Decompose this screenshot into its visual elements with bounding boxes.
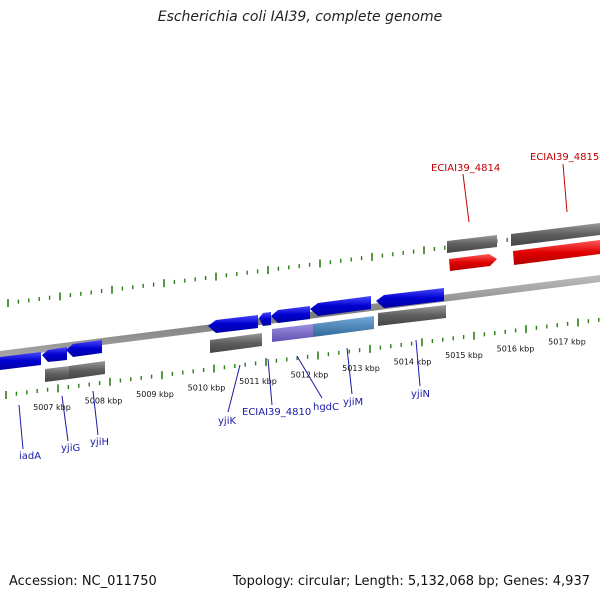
leader-ecia39-4814 <box>462 173 470 223</box>
tick-label-5010: 5010 kbp <box>188 383 226 392</box>
leader-yjiK <box>227 364 241 413</box>
leader-yjiN <box>415 339 421 387</box>
gene-arrow-iadA <box>0 352 41 370</box>
tick-label-5012: 5012 kbp <box>291 370 329 379</box>
lower-tick-row <box>5 317 600 399</box>
tick-label-5007: 5007 kbp <box>33 403 71 412</box>
tick-label-row: 5007 kbp 5008 kbp 5009 kbp 5010 kbp 5011 kbp… <box>33 338 586 412</box>
gene-label-ecia39-4810: ECIAI39_4810 <box>242 407 311 418</box>
gene-label-yjiM: yjiM <box>343 397 363 408</box>
gene-label-yjiN: yjiN <box>411 389 430 400</box>
gene-arrow-ecia39-4810 <box>259 312 271 326</box>
upper-tick-row <box>7 226 592 307</box>
gene-arrow-ecia39-4815 <box>513 240 600 265</box>
gene-arrow-yjiM <box>310 296 371 316</box>
cds-block-yjiG <box>45 366 69 382</box>
cds-block-4815 <box>511 223 600 246</box>
tick-label-5015: 5015 kbp <box>445 351 483 360</box>
tick-label-5014: 5014 kbp <box>394 357 432 366</box>
tick-label-5008: 5008 kbp <box>85 397 123 406</box>
gene-label-yjiH: yjiH <box>90 437 109 448</box>
cds-block-purple <box>272 324 313 342</box>
tick-label-5017: 5017 kbp <box>548 338 586 347</box>
tick-label-5011: 5011 kbp <box>239 377 277 386</box>
genome-summary-text: Topology: circular; Length: 5,132,068 bp… <box>232 574 590 589</box>
leader-yjiM <box>346 347 353 395</box>
gene-label-iadA: iadA <box>19 451 41 462</box>
leader-yjiG <box>61 395 69 442</box>
map-title: Escherichia coli IAI39, complete genome <box>157 9 443 25</box>
gene-label-hgdC: hgdC <box>313 402 339 413</box>
gene-label-yjiG: yjiG <box>61 443 80 454</box>
cds-block-4814 <box>447 235 497 253</box>
tick-label-5013: 5013 kbp <box>342 364 380 373</box>
gene-arrow-hgdC <box>271 306 310 323</box>
cds-block-yjiK <box>210 333 262 353</box>
gene-arrow-yjiG <box>42 347 67 362</box>
leader-ecia39-4810 <box>267 358 273 406</box>
leader-ecia39-4815 <box>562 163 568 213</box>
cds-block-steel <box>313 316 374 337</box>
gene-arrow-yjiH <box>66 340 102 357</box>
tick-label-5009: 5009 kbp <box>136 390 174 399</box>
gene-arrow-yjiK <box>208 315 258 333</box>
gene-arrow-ecia39-4814 <box>449 254 497 271</box>
accession-text: Accession: NC_011750 <box>9 574 157 589</box>
leader-hgdC <box>296 355 323 399</box>
gene-label-yjiK: yjiK <box>218 416 236 427</box>
leader-iadA <box>18 404 24 450</box>
cds-block-yjiH <box>69 361 105 379</box>
gene-arrow-yjiN <box>376 288 444 308</box>
gene-label-ecia39-4815: ECIAI39_4815 <box>530 152 599 163</box>
tick-label-5016: 5016 kbp <box>497 344 535 353</box>
cds-block-yjiN <box>378 305 446 326</box>
gene-label-ecia39-4814: ECIAI39_4814 <box>431 163 500 174</box>
leader-yjiH <box>92 390 99 436</box>
